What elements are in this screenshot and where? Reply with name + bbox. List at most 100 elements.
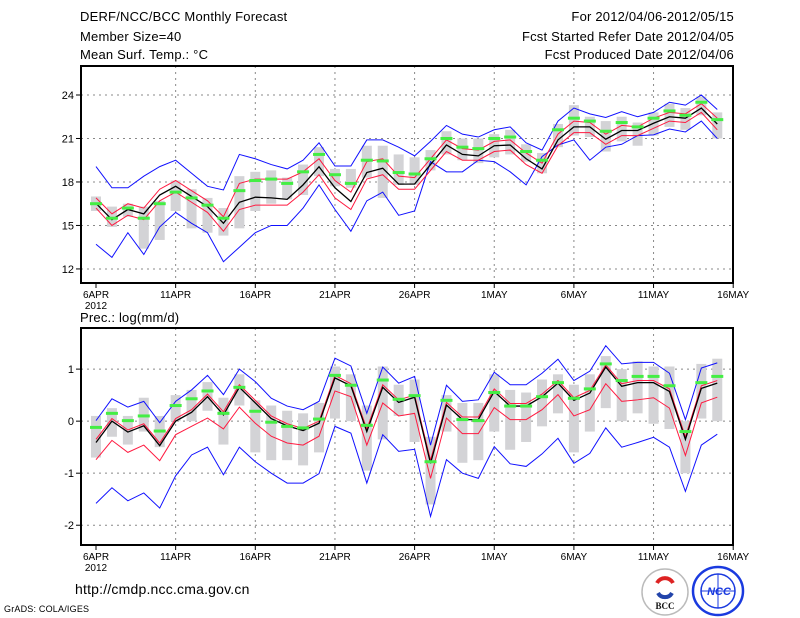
observed-marker <box>169 404 182 408</box>
observed-marker <box>456 418 469 422</box>
observed-marker <box>647 374 660 378</box>
bcc-logo-text: BCC <box>655 601 674 611</box>
ensemble-range-bar <box>696 96 707 116</box>
x-tick-label: 16MAY <box>717 290 749 301</box>
observed-marker <box>440 136 453 140</box>
observed-marker <box>488 136 501 140</box>
observed-marker <box>249 179 262 183</box>
observed-marker <box>105 411 118 415</box>
observed-marker <box>631 374 644 378</box>
x-tick-label: 6MAY <box>561 552 588 563</box>
observed-marker <box>105 216 118 220</box>
ensemble-range-bar <box>648 366 659 424</box>
ensemble-range-bar <box>680 108 691 130</box>
observed-marker <box>536 395 549 399</box>
observed-marker <box>695 100 708 104</box>
ensemble-range-bar <box>632 122 643 146</box>
observed-marker <box>153 429 166 433</box>
min-line <box>95 120 718 263</box>
observed-marker <box>456 145 469 149</box>
y-tick-label: 15 <box>62 220 74 232</box>
ensemble-range-bar <box>457 138 468 161</box>
observed-marker <box>440 398 453 402</box>
observed-marker <box>201 389 214 393</box>
x-tick-label: 11APR <box>160 290 191 301</box>
observed-marker <box>90 425 102 429</box>
ensemble-range-bar <box>186 189 197 229</box>
x-tick-label: 6MAY <box>561 290 588 301</box>
lower-spread-line <box>95 382 718 479</box>
ensemble-range-bar <box>91 415 101 458</box>
observed-marker <box>281 424 294 428</box>
ncc-logo-text: NCC <box>707 586 732 598</box>
ensemble-range-bar <box>712 358 723 422</box>
observed-marker <box>583 119 596 123</box>
observed-marker <box>344 383 357 387</box>
forecast-start-date: Fcst Started Refer Date 2012/04/05 <box>521 29 734 44</box>
max-line <box>95 94 718 191</box>
ensemble-range-bar <box>648 112 659 136</box>
lower-spread-line <box>95 111 718 233</box>
max-line <box>95 344 718 446</box>
y-tick-label: 0 <box>68 416 74 428</box>
observed-marker <box>313 152 326 156</box>
ensemble-range-bar <box>138 206 149 249</box>
ensemble-range-bar <box>584 374 595 432</box>
observed-marker <box>647 116 660 120</box>
observed-marker <box>217 411 230 415</box>
observed-marker <box>169 190 182 194</box>
y-tick-label: -1 <box>64 468 74 480</box>
observed-marker <box>663 109 676 113</box>
observed-marker <box>392 171 405 175</box>
y-tick-label: 12 <box>62 264 74 276</box>
website-url[interactable]: http://cmdp.ncc.cma.gov.cn <box>75 581 250 597</box>
observed-marker <box>344 181 357 185</box>
ensemble-range-bar <box>712 112 723 139</box>
observed-marker <box>695 381 708 385</box>
upper-spread-line <box>95 103 718 218</box>
plot-frame <box>80 327 734 546</box>
ensemble-range-bar <box>106 408 117 437</box>
observed-marker <box>297 170 310 174</box>
ensemble-range-bar <box>250 400 261 453</box>
ensemble-range-bar <box>473 138 484 164</box>
observed-marker <box>121 419 134 423</box>
ensemble-range-bar <box>409 157 420 185</box>
ensemble-range-bar <box>345 168 356 188</box>
observed-marker <box>551 128 564 132</box>
ensemble-range-bar <box>632 361 643 414</box>
ncc-logo: NCC <box>691 565 745 617</box>
observed-marker <box>567 396 580 400</box>
y-tick-label: -2 <box>64 520 74 532</box>
upper-spread-line <box>95 364 718 463</box>
ensemble-range-bar <box>329 366 340 419</box>
ensemble-range-bar <box>314 402 325 453</box>
observed-marker <box>472 147 485 151</box>
x-tick-label: 16APR <box>239 552 271 563</box>
ensemble-range-bar <box>616 369 627 422</box>
observed-marker <box>599 362 612 366</box>
observed-marker <box>599 129 612 133</box>
observed-marker <box>631 125 644 129</box>
ensemble-range-bar <box>170 180 181 211</box>
x-year-label: 2012 <box>85 563 108 574</box>
ensemble-range-bar <box>537 379 548 427</box>
observed-marker <box>711 118 724 122</box>
observed-marker <box>551 381 564 385</box>
observed-marker <box>328 173 341 177</box>
x-tick-label: 11MAY <box>638 290 670 301</box>
x-tick-label: 26APR <box>399 290 431 301</box>
ensemble-range-bar <box>409 379 420 442</box>
ensemble-range-bar <box>298 413 309 466</box>
ensemble-range-bar <box>696 363 707 419</box>
observed-marker <box>567 116 580 120</box>
ensemble-range-bar <box>489 374 500 432</box>
x-tick-label: 11MAY <box>638 552 670 563</box>
observed-marker <box>392 397 405 401</box>
observed-marker <box>137 216 150 220</box>
x-tick-label: 6APR <box>83 290 109 301</box>
observed-marker <box>217 216 230 220</box>
observed-marker <box>328 373 341 377</box>
